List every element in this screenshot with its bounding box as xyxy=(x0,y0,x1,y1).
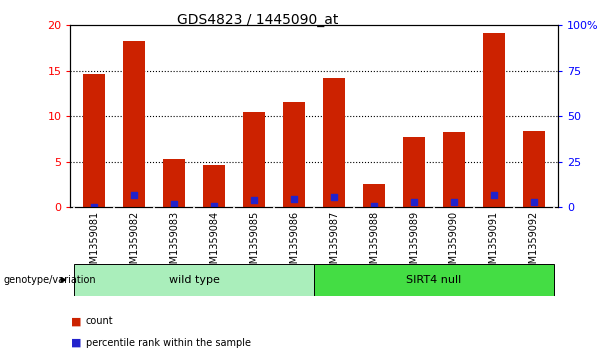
Bar xyxy=(314,264,554,296)
Text: GSM1359086: GSM1359086 xyxy=(289,211,299,276)
Text: GSM1359087: GSM1359087 xyxy=(329,211,339,276)
Text: GSM1359082: GSM1359082 xyxy=(129,211,139,276)
Bar xyxy=(403,137,425,207)
Point xyxy=(529,199,539,205)
Bar xyxy=(363,184,385,207)
Text: GSM1359083: GSM1359083 xyxy=(169,211,180,276)
Point xyxy=(369,203,379,209)
Point xyxy=(129,192,139,198)
Point xyxy=(489,192,499,198)
Point xyxy=(89,204,99,209)
Bar xyxy=(83,74,105,207)
Text: ■: ■ xyxy=(70,316,81,326)
Text: SIRT4 null: SIRT4 null xyxy=(406,275,462,285)
Bar xyxy=(204,165,226,207)
Point xyxy=(210,203,219,208)
Bar xyxy=(523,131,545,207)
Bar xyxy=(443,132,465,207)
Bar xyxy=(283,102,305,207)
Bar xyxy=(243,112,265,207)
Text: genotype/variation: genotype/variation xyxy=(3,275,96,285)
Point xyxy=(169,201,179,207)
Bar xyxy=(164,159,185,207)
Text: count: count xyxy=(86,316,113,326)
Point xyxy=(289,196,299,202)
Text: ■: ■ xyxy=(70,338,81,348)
Text: GSM1359091: GSM1359091 xyxy=(489,211,499,276)
Text: GSM1359084: GSM1359084 xyxy=(209,211,219,276)
Bar xyxy=(75,264,314,296)
Text: GSM1359089: GSM1359089 xyxy=(409,211,419,276)
Text: percentile rank within the sample: percentile rank within the sample xyxy=(86,338,251,348)
Text: GSM1359081: GSM1359081 xyxy=(89,211,99,276)
Text: GDS4823 / 1445090_at: GDS4823 / 1445090_at xyxy=(177,13,338,27)
Text: GSM1359090: GSM1359090 xyxy=(449,211,459,276)
Bar xyxy=(123,41,145,207)
Text: wild type: wild type xyxy=(169,275,220,285)
Point xyxy=(409,199,419,205)
Bar xyxy=(483,33,505,207)
Point xyxy=(449,199,459,205)
Text: GSM1359088: GSM1359088 xyxy=(369,211,379,276)
Text: GSM1359085: GSM1359085 xyxy=(249,211,259,276)
Text: GSM1359092: GSM1359092 xyxy=(529,211,539,276)
Point xyxy=(249,197,259,203)
Point xyxy=(329,195,339,200)
Bar xyxy=(323,78,345,207)
